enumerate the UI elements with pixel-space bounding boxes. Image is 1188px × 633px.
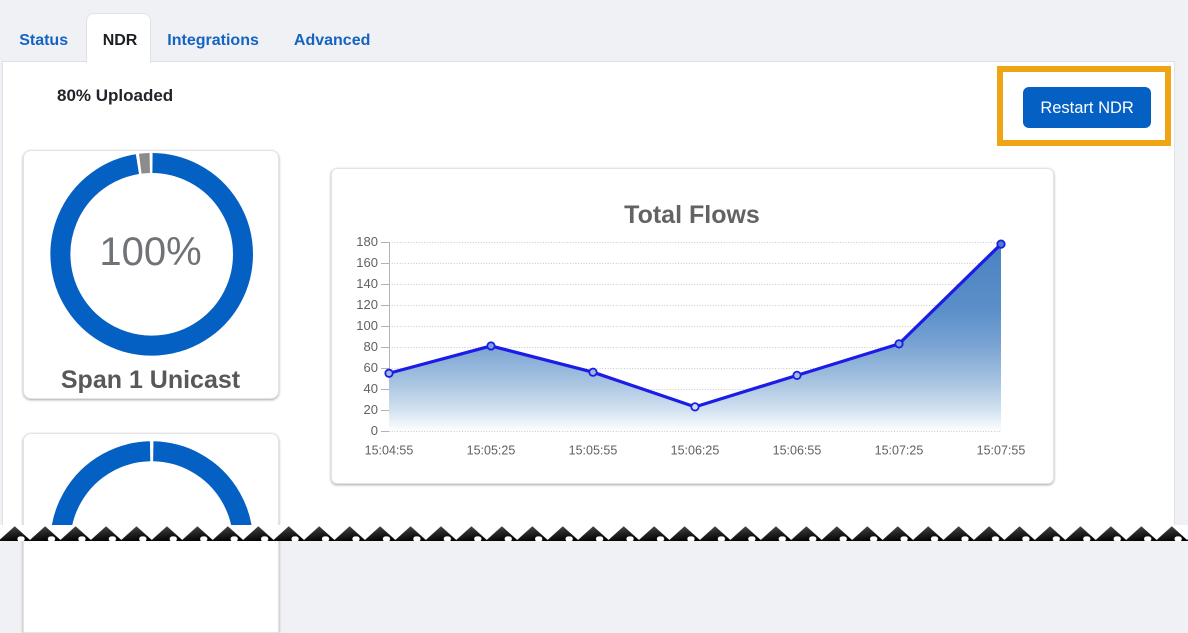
svg-text:140: 140 xyxy=(356,276,378,291)
svg-text:15:04:55: 15:04:55 xyxy=(365,444,414,458)
svg-text:15:06:55: 15:06:55 xyxy=(773,444,822,458)
svg-text:Total Flows: Total Flows xyxy=(624,201,760,229)
svg-text:15:07:25: 15:07:25 xyxy=(875,444,924,458)
svg-text:60: 60 xyxy=(364,360,378,375)
svg-text:15:07:55: 15:07:55 xyxy=(977,444,1026,458)
svg-text:15:05:55: 15:05:55 xyxy=(569,444,618,458)
svg-text:180: 180 xyxy=(356,234,378,249)
svg-text:120: 120 xyxy=(356,297,378,312)
svg-text:15:06:25: 15:06:25 xyxy=(671,444,720,458)
svg-text:40: 40 xyxy=(364,381,378,396)
svg-text:0: 0 xyxy=(371,423,378,438)
svg-text:160: 160 xyxy=(356,255,378,270)
svg-text:20: 20 xyxy=(364,402,378,417)
svg-text:80: 80 xyxy=(364,339,378,354)
svg-text:100: 100 xyxy=(356,318,378,333)
svg-text:15:05:25: 15:05:25 xyxy=(467,444,516,458)
